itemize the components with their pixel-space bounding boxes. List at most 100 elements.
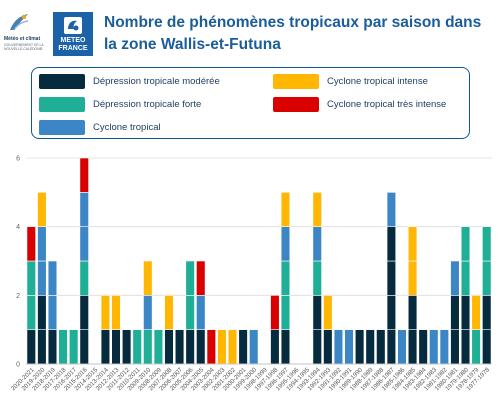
bar-segment [312, 295, 322, 330]
bar-segment [26, 226, 36, 262]
bar-segment [58, 329, 68, 365]
bar-segment [185, 295, 195, 330]
bar-segment [121, 329, 132, 365]
bar-segment [482, 226, 492, 262]
legend-label: Cyclone tropical très intense [327, 98, 447, 110]
legend-swatch [39, 73, 85, 89]
bar-segment [79, 226, 89, 262]
meteo-france-wordmark: METEO FRANCE [53, 37, 93, 52]
bar-segment [482, 260, 492, 296]
bar-segment [386, 329, 397, 365]
legend-item-cyclone-intense: Cyclone tropical intense [273, 72, 428, 90]
bar-segment [164, 295, 174, 330]
bar-segment [312, 329, 322, 365]
chart-title: Nombre de phénomènes tropicaux par saiso… [104, 12, 496, 56]
bar-segment [196, 260, 206, 296]
bar-segment [280, 192, 291, 227]
bar-segment [312, 260, 322, 296]
bar-segment [238, 329, 248, 365]
bar-segment [312, 192, 322, 227]
bar-segment [26, 329, 36, 365]
bar-segment [482, 329, 492, 365]
y-tick-label: 6 [16, 156, 20, 163]
bar-segment [333, 329, 344, 365]
bar-segment [143, 295, 153, 330]
meteo-climat-subtitle-1: Gouvernement de la [4, 43, 44, 47]
bar-segment [185, 260, 195, 296]
bar-segment [26, 260, 36, 296]
legend-swatch [273, 96, 319, 112]
bar-segment [217, 329, 227, 365]
bar-segment [37, 226, 47, 262]
bar-segment [227, 329, 238, 365]
bar-segment [482, 295, 492, 330]
bar-segment [280, 295, 291, 330]
bar-segment [79, 329, 89, 365]
bar-segment [206, 329, 216, 365]
bar-segment [249, 329, 259, 365]
header: Météo et climat Gouvernement de la Nouve… [0, 0, 500, 62]
bar-segment [111, 295, 121, 330]
bar-segment [196, 329, 206, 365]
meteo-climat-title: Météo et climat [4, 36, 41, 42]
chart-title-line-2: la zone Wallis-et-Futuna [104, 36, 281, 53]
bar-segment [407, 295, 418, 330]
nouvelle-caledonie-emblem-icon [10, 14, 29, 31]
bar-segment [37, 192, 47, 227]
legend-item-cyclone-tropical: Cyclone tropical [39, 118, 161, 136]
bar-segment [397, 329, 407, 365]
bar-segment [312, 226, 322, 262]
bar-segment [143, 260, 153, 296]
bar-segment [386, 260, 397, 296]
bar-segment [79, 157, 89, 193]
legend-item-cyclone-tres-intense: Cyclone tropical très intense [273, 95, 446, 113]
legend-item-depression-moderee: Dépression tropicale modérée [39, 72, 220, 90]
bar-segment [450, 260, 460, 296]
bar-segment [280, 329, 291, 365]
bar-segment [460, 260, 471, 296]
bar-segment [418, 329, 428, 365]
legend-label: Cyclone tropical [93, 121, 161, 133]
bar-segment [323, 329, 333, 365]
bar-segment [132, 329, 142, 365]
legend-label: Dépression tropicale forte [93, 98, 202, 110]
chart-legend: Dépression tropicale modérée Cyclone tro… [31, 67, 470, 139]
bar-segment [471, 295, 481, 330]
chart-title-line-1: Nombre de phénomènes tropicaux par saiso… [104, 14, 482, 31]
bar-segment [100, 295, 111, 330]
bar-segment [460, 329, 471, 365]
y-tick-label: 0 [16, 362, 20, 369]
bar-segment [185, 329, 195, 365]
bar-segment [365, 329, 375, 365]
bar-segment [429, 329, 439, 365]
bar-segment [153, 329, 164, 365]
bar-segment [26, 295, 36, 330]
bar-segment [174, 329, 185, 365]
bar-segment [47, 329, 58, 365]
bar-segment [270, 295, 280, 330]
bar-segment [280, 260, 291, 296]
meteo-france-word-2: FRANCE [58, 44, 88, 52]
bar-segment [439, 329, 449, 365]
bar-segment [386, 192, 397, 227]
bar-segment [280, 226, 291, 262]
bar-segment [47, 295, 58, 330]
legend-item-depression-forte: Dépression tropicale forte [39, 95, 201, 113]
bar-segment [100, 329, 111, 365]
bar-segment [37, 260, 47, 296]
y-tick-label: 4 [16, 224, 20, 231]
bar-segment [79, 192, 89, 227]
bar-segment [407, 260, 418, 296]
bar-segment [111, 329, 121, 365]
bar-segment [407, 329, 418, 365]
meteo-climat-subtitle-2: Nouvelle-Calédonie [4, 47, 43, 51]
bar-segment [143, 329, 153, 365]
bar-segment [450, 329, 460, 365]
bar-segment [37, 329, 47, 365]
meteo-france-word-1: METEO [60, 37, 86, 44]
bar-segment [47, 260, 58, 296]
bar-segment [270, 329, 280, 365]
y-tick-label: 2 [16, 293, 20, 300]
legend-swatch [39, 96, 85, 112]
bar-segment [37, 295, 47, 330]
